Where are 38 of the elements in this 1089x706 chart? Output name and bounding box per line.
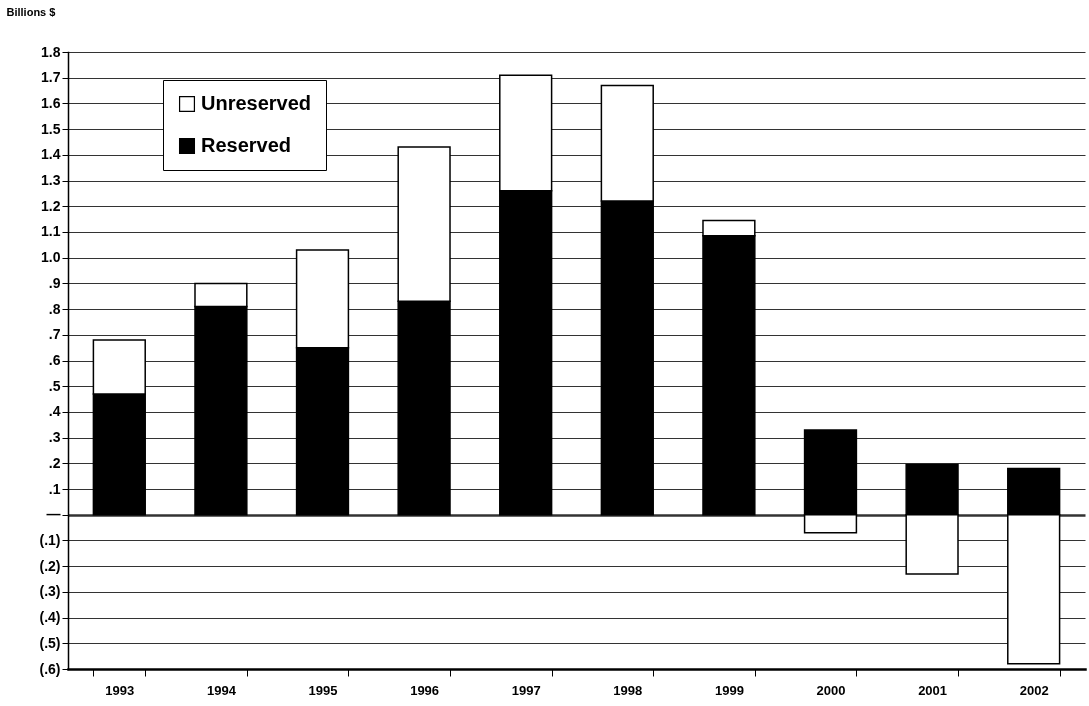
x-tick-label: 1996 [410, 682, 440, 698]
y-tick-label: .1 [48, 480, 61, 497]
x-tick-label: 2001 [918, 682, 948, 698]
x-tick-label: 2000 [816, 682, 846, 698]
y-tick-label: .2 [48, 454, 61, 471]
y-tick-label: (.2) [39, 557, 61, 574]
y-tick-label: .7 [48, 326, 61, 343]
y-tick-label: (.6) [39, 660, 61, 677]
y-tick-label: (.3) [39, 583, 61, 600]
y-tick-label: .3 [48, 429, 61, 446]
legend-label: Unreserved [201, 92, 312, 114]
y-tick-label: 1.1 [41, 223, 61, 240]
y-tick-label: (.4) [39, 609, 61, 626]
y-tick-label: .8 [48, 300, 61, 317]
x-tick-label: 1994 [206, 682, 237, 698]
x-tick-label: 1999 [714, 682, 744, 698]
legend-label: Reserved [201, 134, 292, 156]
y-axis-title: Billions $ [6, 5, 56, 18]
y-tick-label: 1.2 [41, 197, 61, 214]
x-tick-label: 1995 [308, 682, 338, 698]
y-tick-label: 1.8 [41, 43, 61, 60]
y-tick-label: 1.6 [41, 94, 61, 111]
y-tick-label: .6 [48, 352, 61, 368]
y-tick-label: .4 [48, 403, 61, 420]
x-tick-label: 1998 [613, 682, 643, 698]
y-tick-label: 1.0 [41, 249, 61, 266]
x-tick-label: 1997 [511, 682, 541, 698]
y-tick-label: (.1) [39, 531, 61, 548]
y-tick-label: .5 [48, 377, 61, 394]
y-tick-label: 1.4 [41, 146, 61, 163]
y-tick-label: 1.3 [41, 172, 61, 189]
x-tick-label: 1993 [105, 682, 135, 698]
x-tick-label: 2002 [1019, 682, 1049, 698]
y-tick-label: 1.7 [41, 69, 61, 86]
y-tick-label: — [46, 506, 61, 523]
y-tick-label: .9 [48, 274, 61, 291]
y-tick-label: (.5) [39, 634, 61, 651]
y-tick-label: 1.5 [41, 120, 61, 137]
